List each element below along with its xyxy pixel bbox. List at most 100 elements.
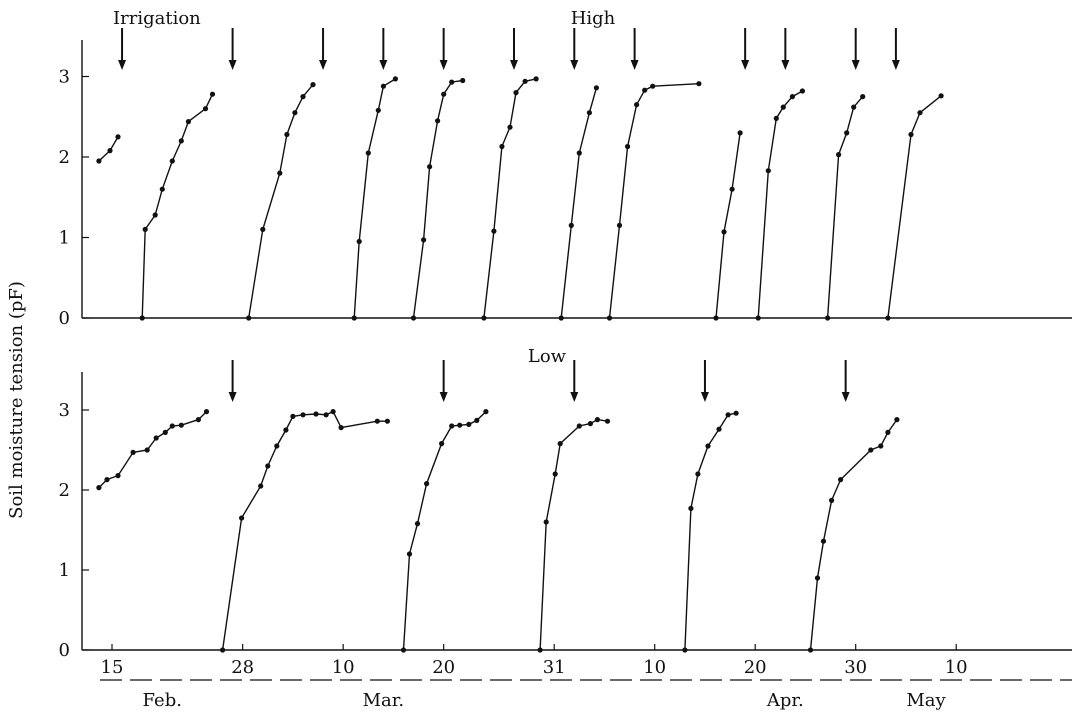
- y-tick-label: 3: [59, 67, 70, 88]
- arrow-head: [379, 60, 388, 70]
- data-point: [115, 473, 121, 479]
- data-point: [290, 413, 296, 419]
- irrigation-arrow: [379, 28, 388, 70]
- data-point: [457, 422, 463, 428]
- data-point: [365, 150, 371, 156]
- data-point: [713, 315, 719, 321]
- series-segment: [481, 76, 539, 321]
- data-point: [593, 85, 600, 91]
- data-point: [392, 76, 398, 82]
- y-tick-label: 1: [59, 560, 70, 581]
- arrow-head: [510, 60, 518, 70]
- data-point: [178, 138, 184, 144]
- data-point: [439, 441, 445, 447]
- y-tick-label: 2: [59, 480, 70, 501]
- series-segment: [537, 417, 611, 653]
- arrow-head: [319, 60, 328, 70]
- series-segment: [400, 409, 489, 653]
- data-point: [650, 83, 656, 89]
- irrigation-arrow: [228, 28, 237, 70]
- series-segment: [246, 82, 316, 321]
- arrow-head: [630, 60, 639, 70]
- series-line: [684, 412, 737, 651]
- data-point: [878, 443, 884, 449]
- series-line: [560, 87, 598, 319]
- data-point: [414, 521, 421, 527]
- data-point: [406, 551, 413, 557]
- data-point: [499, 143, 505, 150]
- series-line: [757, 90, 803, 319]
- data-point: [310, 82, 316, 88]
- data-point: [829, 497, 835, 503]
- data-point: [239, 515, 245, 521]
- data-point: [814, 575, 821, 581]
- x-tick-label: 10: [643, 657, 666, 678]
- irrigation-arrow: [510, 28, 518, 70]
- data-point: [142, 226, 148, 232]
- data-point: [533, 76, 539, 82]
- data-point: [265, 463, 271, 469]
- data-point: [203, 409, 210, 415]
- data-point: [513, 90, 519, 96]
- series-line: [98, 411, 207, 489]
- y-axis-label: Soil moisture tension (pF): [6, 281, 27, 519]
- month-label: May: [906, 690, 946, 711]
- arrow-head: [570, 392, 579, 402]
- data-point: [868, 447, 874, 453]
- series-line: [248, 84, 314, 319]
- series-line: [483, 78, 537, 319]
- irrigation-arrow: [781, 28, 790, 70]
- data-point: [466, 421, 472, 427]
- x-tick-label: 15: [101, 657, 124, 678]
- data-point: [625, 143, 631, 150]
- data-point: [474, 417, 480, 423]
- series-line: [715, 132, 741, 319]
- data-point: [356, 238, 362, 245]
- data-point: [885, 315, 891, 321]
- arrow-head: [700, 392, 709, 402]
- data-point: [576, 150, 582, 156]
- data-point: [836, 152, 842, 158]
- data-point: [642, 87, 648, 93]
- x-tick-label: 20: [432, 657, 455, 678]
- data-point: [616, 222, 623, 228]
- arrow-head: [228, 60, 237, 70]
- irrigation-arrow: [741, 28, 750, 70]
- panel-low: 0 1 2 3 Low: [59, 346, 1072, 661]
- data-point: [107, 148, 113, 154]
- data-point: [449, 423, 455, 429]
- data-point: [773, 115, 779, 121]
- data-point: [483, 409, 489, 415]
- data-point: [558, 315, 564, 321]
- data-point: [820, 538, 827, 544]
- series-line: [412, 79, 463, 319]
- irrigation-arrow: [841, 360, 850, 402]
- data-point: [491, 228, 497, 234]
- series-segment: [96, 409, 210, 491]
- data-point: [851, 104, 857, 110]
- arrow-head: [570, 60, 579, 70]
- data-point: [195, 417, 201, 423]
- data-point: [380, 83, 386, 89]
- data-point: [721, 229, 727, 235]
- x-tick-label: 28: [231, 657, 254, 678]
- data-point: [292, 110, 298, 116]
- irrigation-arrow: [630, 28, 639, 70]
- data-point: [917, 110, 923, 116]
- data-point: [274, 443, 280, 449]
- data-point: [894, 417, 900, 423]
- data-point: [696, 81, 702, 87]
- irrigation-arrow: [700, 360, 709, 402]
- data-point: [277, 170, 283, 176]
- data-point: [202, 106, 209, 112]
- data-point: [283, 427, 289, 433]
- series-line: [826, 96, 864, 319]
- data-point: [838, 477, 844, 483]
- data-point: [96, 485, 102, 491]
- arrow-head: [781, 60, 790, 70]
- data-point: [185, 119, 191, 125]
- y-tick-label: 0: [59, 308, 70, 329]
- data-point: [938, 93, 944, 99]
- data-point: [374, 418, 380, 424]
- data-point: [594, 417, 601, 423]
